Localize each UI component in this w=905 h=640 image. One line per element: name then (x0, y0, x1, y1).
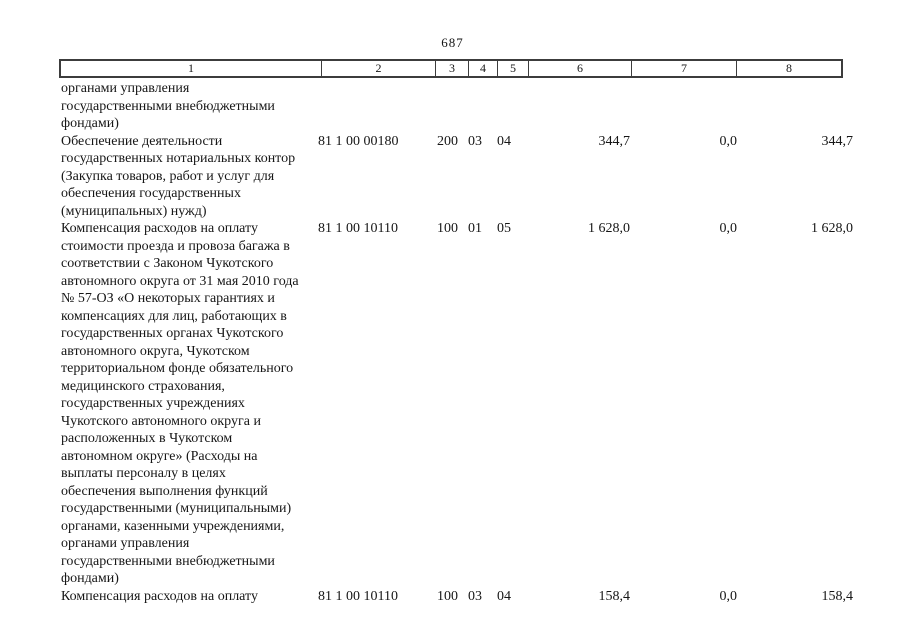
cell-name: Компенсация расходов на оплату стоимости… (61, 221, 299, 586)
table-row: Компенсация расходов на оплату 81 1 00 1… (59, 588, 854, 606)
cell-col4: 01 (468, 221, 482, 236)
cell-col6: 1 628,0 (588, 221, 630, 236)
cell-name: органами управления государственными вне… (61, 81, 275, 131)
cell-name: Компенсация расходов на оплату (61, 588, 258, 604)
cell-col5: 05 (497, 221, 511, 236)
column-header-4: 4 (468, 61, 497, 76)
cell-col4: 03 (468, 133, 482, 149)
cell-col3: 100 (437, 221, 458, 236)
table-row: Компенсация расходов на оплату стоимости… (59, 220, 854, 588)
cell-col5: 04 (497, 133, 511, 149)
column-header-5: 5 (497, 61, 528, 76)
column-header-6: 6 (528, 61, 631, 76)
cell-col7: 0,0 (719, 221, 738, 236)
cell-col3: 200 (437, 133, 458, 149)
cell-code: 81 1 00 00180 (318, 133, 399, 149)
cell-col8: 158,4 (821, 588, 854, 604)
cell-col5: 04 (497, 588, 511, 604)
cell-col6: 158,4 (598, 588, 631, 604)
table-row: Обеспечение деятельности государственных… (59, 133, 854, 221)
cell-col3: 100 (437, 588, 458, 604)
table-body: органами управления государственными вне… (59, 80, 854, 605)
cell-name: Обеспечение деятельности государственных… (61, 133, 296, 219)
cell-code: 81 1 00 10110 (318, 221, 398, 236)
cell-col4: 03 (468, 588, 482, 604)
column-header-1: 1 (188, 61, 194, 75)
cell-col7: 0,0 (719, 133, 738, 149)
column-header-3: 3 (435, 61, 468, 76)
cell-col6: 344,7 (598, 133, 631, 149)
cell-col7: 0,0 (719, 588, 738, 604)
table-column-number-header: 1 2 3 4 5 6 7 8 (59, 59, 843, 78)
cell-code: 81 1 00 10110 (318, 588, 398, 604)
column-header-8: 8 (736, 61, 841, 76)
page-number: 687 (441, 35, 464, 50)
column-header-2: 2 (321, 61, 435, 76)
table-row: органами управления государственными вне… (59, 80, 854, 133)
column-header-7: 7 (631, 61, 736, 76)
cell-col8: 344,7 (821, 133, 854, 149)
cell-col8: 1 628,0 (811, 221, 853, 236)
